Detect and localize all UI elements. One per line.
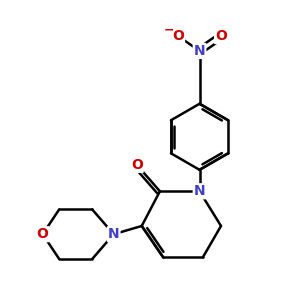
Text: N: N	[108, 227, 119, 241]
Text: O: O	[131, 158, 143, 172]
Text: N: N	[194, 44, 205, 58]
Text: N: N	[194, 184, 205, 198]
Text: O: O	[37, 227, 49, 241]
Text: O: O	[215, 29, 227, 43]
Text: −: −	[164, 24, 174, 37]
Text: O: O	[172, 29, 184, 43]
